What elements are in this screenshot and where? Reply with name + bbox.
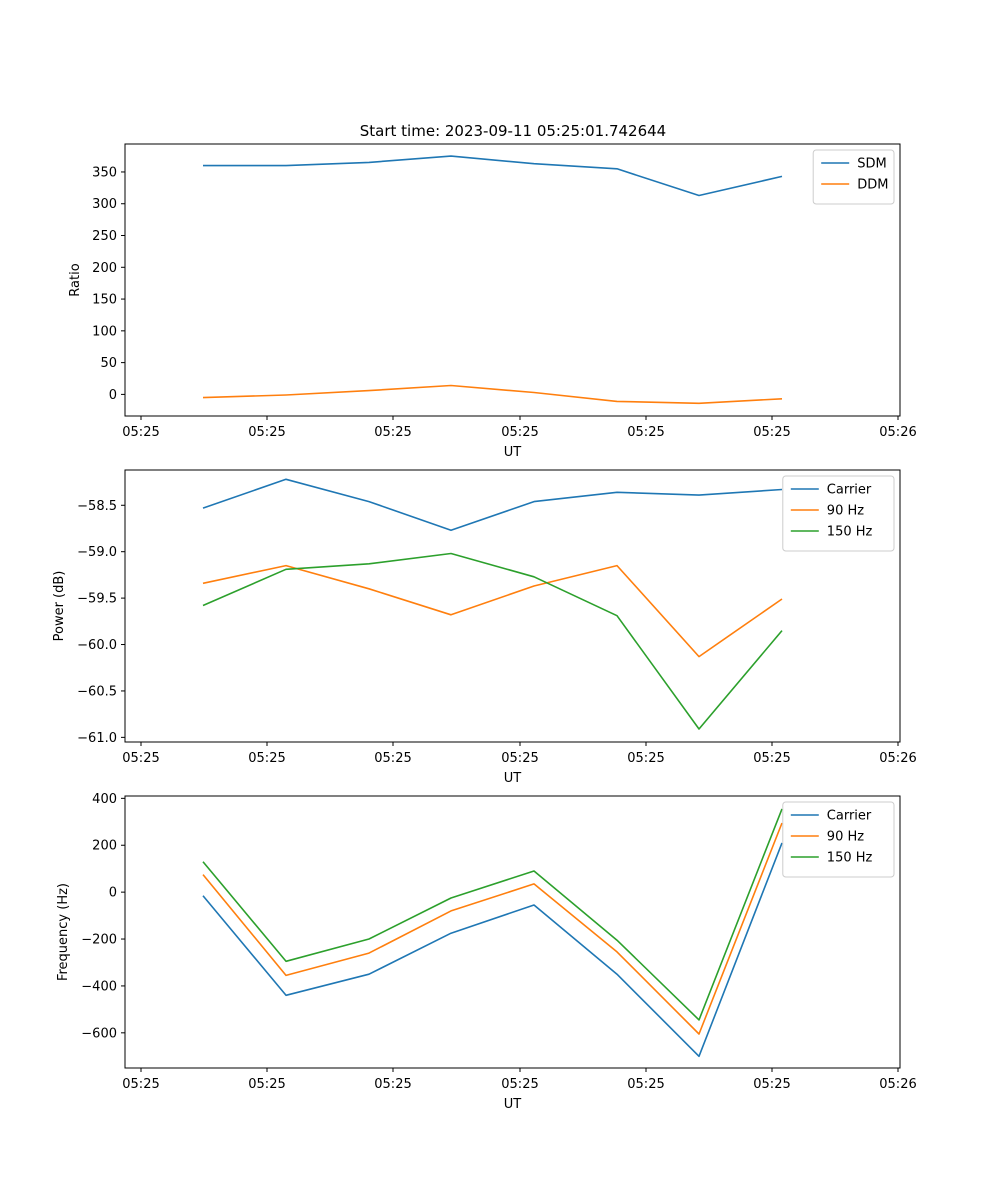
y-tick-label: −59.5 [77,592,117,607]
x-tick-label: 05:25 [248,1077,285,1092]
y-tick-label: 200 [92,839,117,854]
series-line-150-hz [202,552,783,730]
legend-label: Carrier [827,483,872,498]
x-tick-label: 05:26 [879,1077,916,1092]
y-tick-label: −59.0 [77,545,117,560]
x-axis-label: UT [504,1097,522,1112]
axes-frame [124,143,901,417]
legend-label: 150 Hz [827,525,873,540]
y-tick-label: −60.0 [77,638,117,653]
legend: SDM DDM [812,149,895,205]
panel-2: 05:25 05:25 05:25 05:25 05:25 05:25 05:26 −61.0… [52,469,917,786]
x-tick-label: 05:25 [753,1077,790,1092]
legend-label: 90 Hz [827,504,864,519]
series-line-150-hz [202,808,783,1021]
x-tick-label: 05:26 [879,751,916,766]
series-line-ddm [202,384,783,405]
y-tick-label: −60.5 [77,684,117,699]
x-tick-label: 05:25 [374,751,411,766]
series-line-carrier [202,842,783,1058]
y-tick-label: 50 [100,356,117,371]
y-tick-label: 250 [92,229,117,244]
legend-box [782,475,895,552]
x-tick-label: 05:25 [501,425,538,440]
x-tick-label: 05:25 [753,425,790,440]
series-line-sdm [203,155,783,197]
x-tick-label: 05:25 [501,751,538,766]
legend-label: DDM [857,178,888,193]
legend: Carrier 90 Hz 150 Hz [782,475,895,552]
y-tick-label: −600 [81,1026,117,1041]
y-axis-label: Frequency (Hz) [56,883,71,981]
x-tick-label: 05:25 [501,1077,538,1092]
x-tick-label: 05:25 [627,1077,664,1092]
x-tick-label: 05:25 [248,751,285,766]
x-tick-label: 05:25 [627,751,664,766]
y-tick-label: −400 [81,979,117,994]
x-tick-label: 05:25 [122,425,159,440]
y-tick-label: 100 [92,324,117,339]
legend-label: Carrier [827,809,872,824]
panel-3: 05:25 05:25 05:25 05:25 05:25 05:25 05:26 −600 −… [56,792,917,1112]
y-tick-label: 0 [109,388,117,403]
x-tick-label: 05:25 [374,1077,411,1092]
y-tick-label: 350 [92,165,117,180]
panels: 05:25 05:25 05:25 05:25 05:25 05:25 05:26 0 50 10… [52,143,917,1112]
x-tick-label: 05:25 [122,751,159,766]
axes-frame [124,469,901,743]
y-axis-label: Power (dB) [52,571,67,642]
chart-title: Start time: 2023-09-11 05:25:01.742644 [360,122,666,140]
series-line-carrier [202,478,783,532]
legend-label: SDM [857,157,886,172]
x-tick-label: 05:25 [627,425,664,440]
y-tick-label: −200 [81,933,117,948]
legend-label: 150 Hz [827,851,873,866]
axes-frame [124,795,901,1069]
series-line-90-hz [202,822,783,1035]
y-tick-label: 150 [92,293,117,308]
y-tick-label: 300 [92,197,117,212]
y-tick-label: 200 [92,261,117,276]
y-tick-label: −61.0 [77,731,117,746]
x-tick-label: 05:25 [374,425,411,440]
legend: Carrier 90 Hz 150 Hz [782,801,895,878]
series-line-90-hz [202,564,783,658]
panel-1: 05:25 05:25 05:25 05:25 05:25 05:25 05:26 0 50 10… [68,143,917,460]
y-axis-label: Ratio [68,263,83,296]
y-tick-label: −58.5 [77,499,117,514]
legend-box [782,801,895,878]
x-tick-label: 05:25 [248,425,285,440]
x-axis-label: UT [504,771,522,786]
x-tick-label: 05:25 [753,751,790,766]
y-tick-label: 0 [109,886,117,901]
x-tick-label: 05:25 [122,1077,159,1092]
x-axis-label: UT [504,445,522,460]
legend-label: 90 Hz [827,830,864,845]
x-tick-label: 05:26 [879,425,916,440]
y-tick-label: 400 [92,792,117,807]
